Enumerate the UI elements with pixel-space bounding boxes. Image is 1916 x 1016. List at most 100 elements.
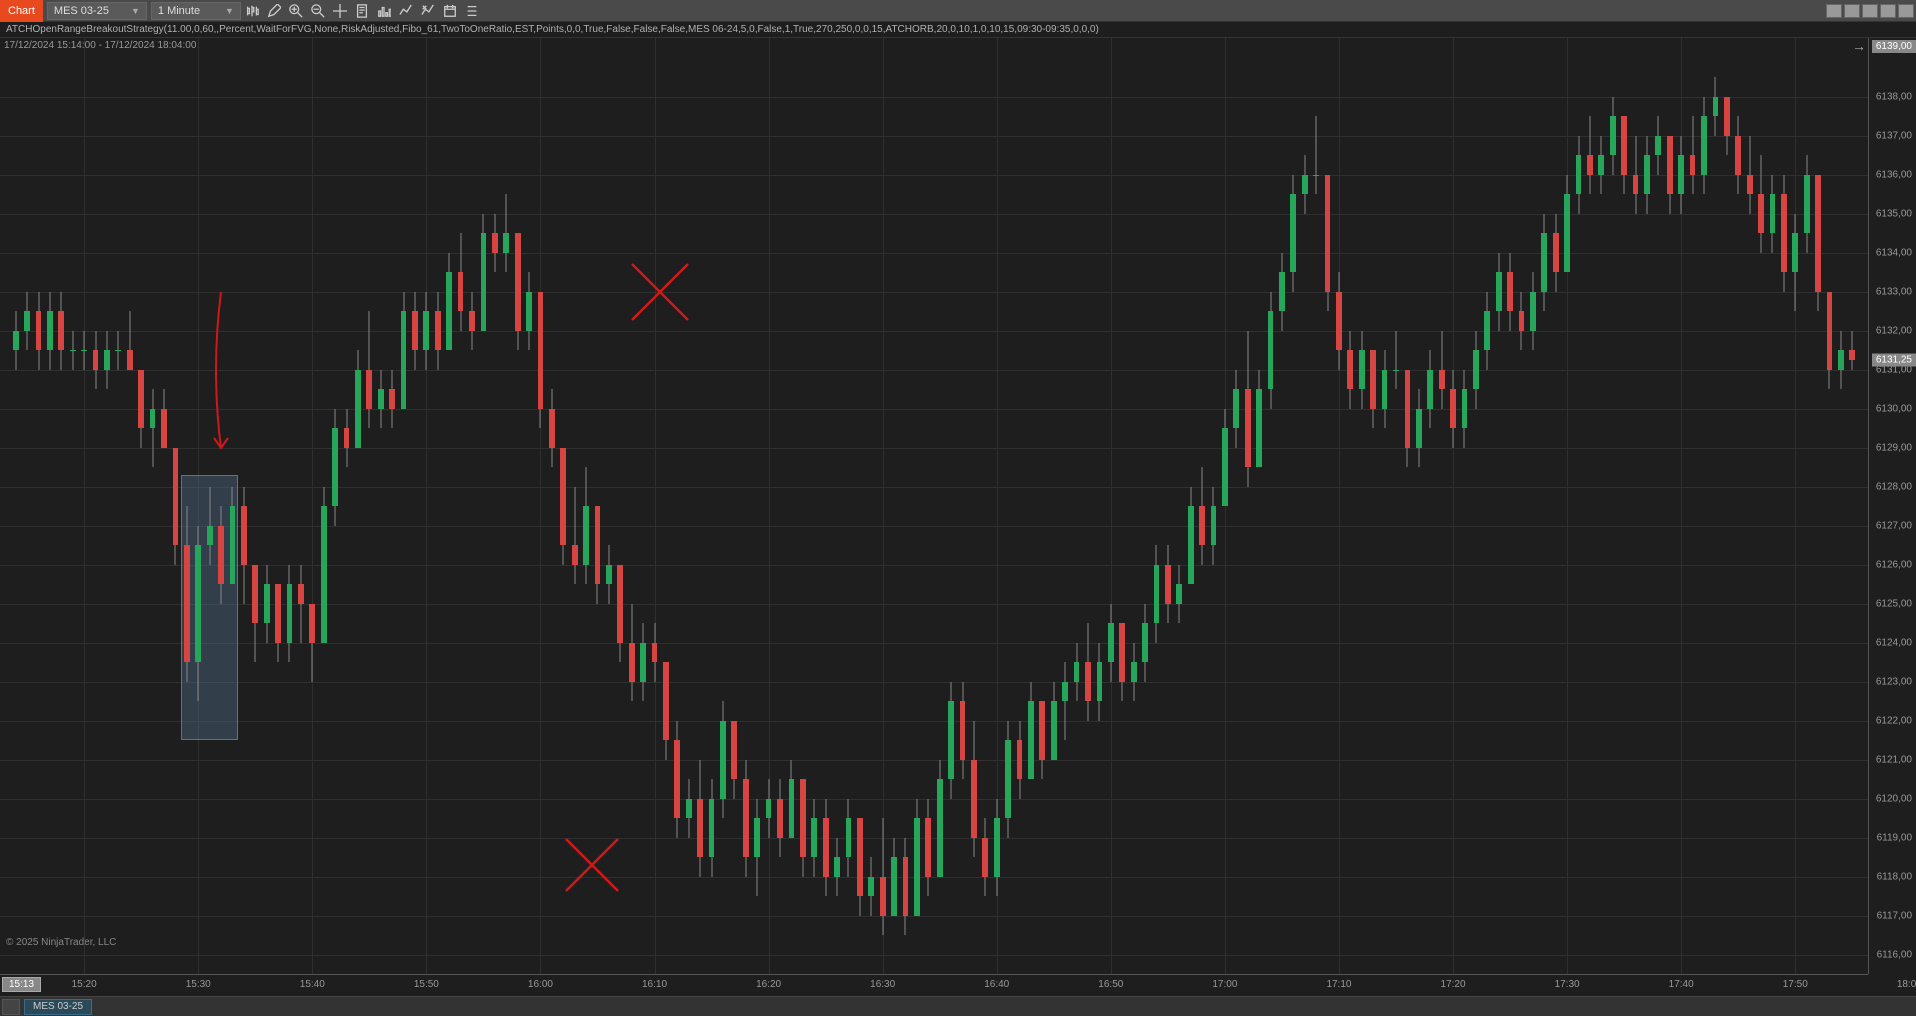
candle [114, 331, 122, 370]
candle [206, 487, 214, 565]
candle [160, 389, 168, 448]
list-icon[interactable] [461, 0, 483, 22]
candle [1712, 77, 1720, 136]
candle [1404, 370, 1412, 468]
indicator-icon[interactable] [395, 0, 417, 22]
document-icon[interactable] [351, 0, 373, 22]
candle [1529, 272, 1537, 350]
candle [1597, 136, 1605, 195]
y-tick-label: 6135,00 [1876, 208, 1912, 219]
candle [788, 760, 796, 838]
candle [1358, 331, 1366, 409]
x-tick-label: 15:50 [414, 979, 439, 990]
candle [1837, 331, 1845, 390]
window-button-2[interactable] [1844, 4, 1860, 18]
window-button-1[interactable] [1826, 4, 1842, 18]
y-tick-label: 6117,00 [1877, 910, 1912, 921]
candlestick-icon[interactable] [241, 0, 263, 22]
candle [480, 214, 488, 331]
candle [320, 487, 328, 643]
gridline-h [0, 916, 1868, 917]
interval-dropdown[interactable]: 1 Minute ▼ [151, 2, 241, 20]
y-tick-label: 6128,00 [1876, 481, 1912, 492]
candle [491, 214, 499, 273]
y-tick-label: 6137,00 [1876, 130, 1912, 141]
candle [103, 331, 111, 390]
candle [548, 389, 556, 467]
minimize-button[interactable] [1862, 4, 1878, 18]
candle [730, 721, 738, 799]
candle [1004, 721, 1012, 838]
y-tick-label: 6127,00 [1876, 520, 1912, 531]
chart-tab[interactable]: Chart [0, 0, 43, 22]
candle [1483, 292, 1491, 370]
candle [1609, 97, 1617, 175]
close-button[interactable] [1898, 4, 1914, 18]
x-axis[interactable]: 15:13 15:2015:3015:4015:5016:0016:1016:2… [0, 974, 1868, 996]
current-time-label: 15:13 [2, 977, 41, 992]
volume-icon[interactable] [373, 0, 395, 22]
y-tick-label: 6129,00 [1876, 442, 1912, 453]
chart-canvas[interactable]: 17/12/2024 15:14:00 - 17/12/2024 18:04:0… [0, 38, 1868, 974]
y-axis[interactable]: 6116,006117,006118,006119,006120,006121,… [1868, 38, 1916, 974]
gridline-h [0, 487, 1868, 488]
pencil-icon[interactable] [263, 0, 285, 22]
gridline-v [312, 38, 313, 974]
candle [537, 292, 545, 429]
candle [1164, 545, 1172, 623]
candle [1449, 370, 1457, 448]
candle [286, 565, 294, 663]
x-tick-label: 16:40 [984, 979, 1009, 990]
candle [753, 799, 761, 897]
candle [251, 565, 259, 663]
gridline-h [0, 799, 1868, 800]
zoom-out-icon[interactable] [307, 0, 329, 22]
gridline-v [84, 38, 85, 974]
x-tick-label: 17:40 [1669, 979, 1694, 990]
instrument-tab[interactable]: MES 03-25 [24, 999, 92, 1015]
calendar-icon[interactable] [439, 0, 461, 22]
y-tick-label: 6138,00 [1876, 91, 1912, 102]
x-tick-label: 17:30 [1555, 979, 1580, 990]
candle [947, 682, 955, 799]
candle [1734, 116, 1742, 194]
candle [1575, 136, 1583, 214]
candle [194, 526, 202, 702]
candle [902, 838, 910, 936]
candle [1415, 389, 1423, 467]
y-tick-label: 6123,00 [1876, 676, 1912, 687]
x-tick-label: 16:00 [528, 979, 553, 990]
crosshair-icon[interactable] [329, 0, 351, 22]
candle [845, 799, 853, 877]
symbol-dropdown[interactable]: MES 03-25 ▼ [47, 2, 147, 20]
zoom-in-icon[interactable] [285, 0, 307, 22]
candle [673, 721, 681, 838]
candle [92, 331, 100, 390]
chart-area[interactable]: 17/12/2024 15:14:00 - 17/12/2024 18:04:0… [0, 38, 1916, 996]
gridline-h [0, 721, 1868, 722]
candle [605, 545, 613, 604]
gridline-h [0, 97, 1868, 98]
chevron-down-icon: ▼ [131, 6, 140, 16]
y-tick-label: 6126,00 [1876, 559, 1912, 570]
y-tick-label: 6122,00 [1876, 715, 1912, 726]
y-tick-label: 6133,00 [1876, 286, 1912, 297]
gridline-h [0, 448, 1868, 449]
gridline-h [0, 292, 1868, 293]
candle [1826, 292, 1834, 390]
candle [1050, 682, 1058, 760]
candle [1723, 97, 1731, 156]
gridline-h [0, 370, 1868, 371]
y-tick-label: 6116,00 [1877, 949, 1912, 960]
candle [1061, 662, 1069, 740]
maximize-button[interactable] [1880, 4, 1896, 18]
candle [571, 487, 579, 585]
x-tick-label: 16:20 [756, 979, 781, 990]
strategy-icon[interactable] [417, 0, 439, 22]
candle [1198, 467, 1206, 565]
candle [1232, 370, 1240, 448]
bottom-menu-button[interactable] [2, 999, 20, 1015]
symbol-value: MES 03-25 [54, 5, 109, 17]
candle [1791, 214, 1799, 312]
annotation-x [630, 262, 690, 322]
